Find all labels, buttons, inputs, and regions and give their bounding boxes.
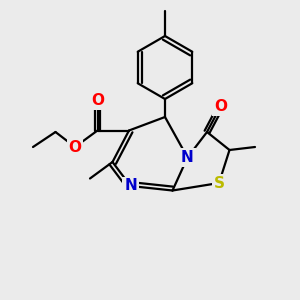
- Text: O: O: [91, 93, 104, 108]
- Text: O: O: [68, 140, 82, 154]
- Text: N: N: [124, 178, 137, 194]
- Text: N: N: [181, 150, 194, 165]
- Text: S: S: [214, 176, 224, 190]
- Text: O: O: [214, 99, 227, 114]
